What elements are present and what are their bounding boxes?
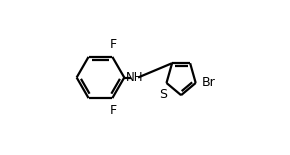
- Text: S: S: [159, 88, 167, 101]
- Text: F: F: [110, 38, 117, 51]
- Text: Br: Br: [202, 76, 215, 89]
- Text: F: F: [110, 104, 117, 117]
- Text: NH: NH: [126, 71, 144, 84]
